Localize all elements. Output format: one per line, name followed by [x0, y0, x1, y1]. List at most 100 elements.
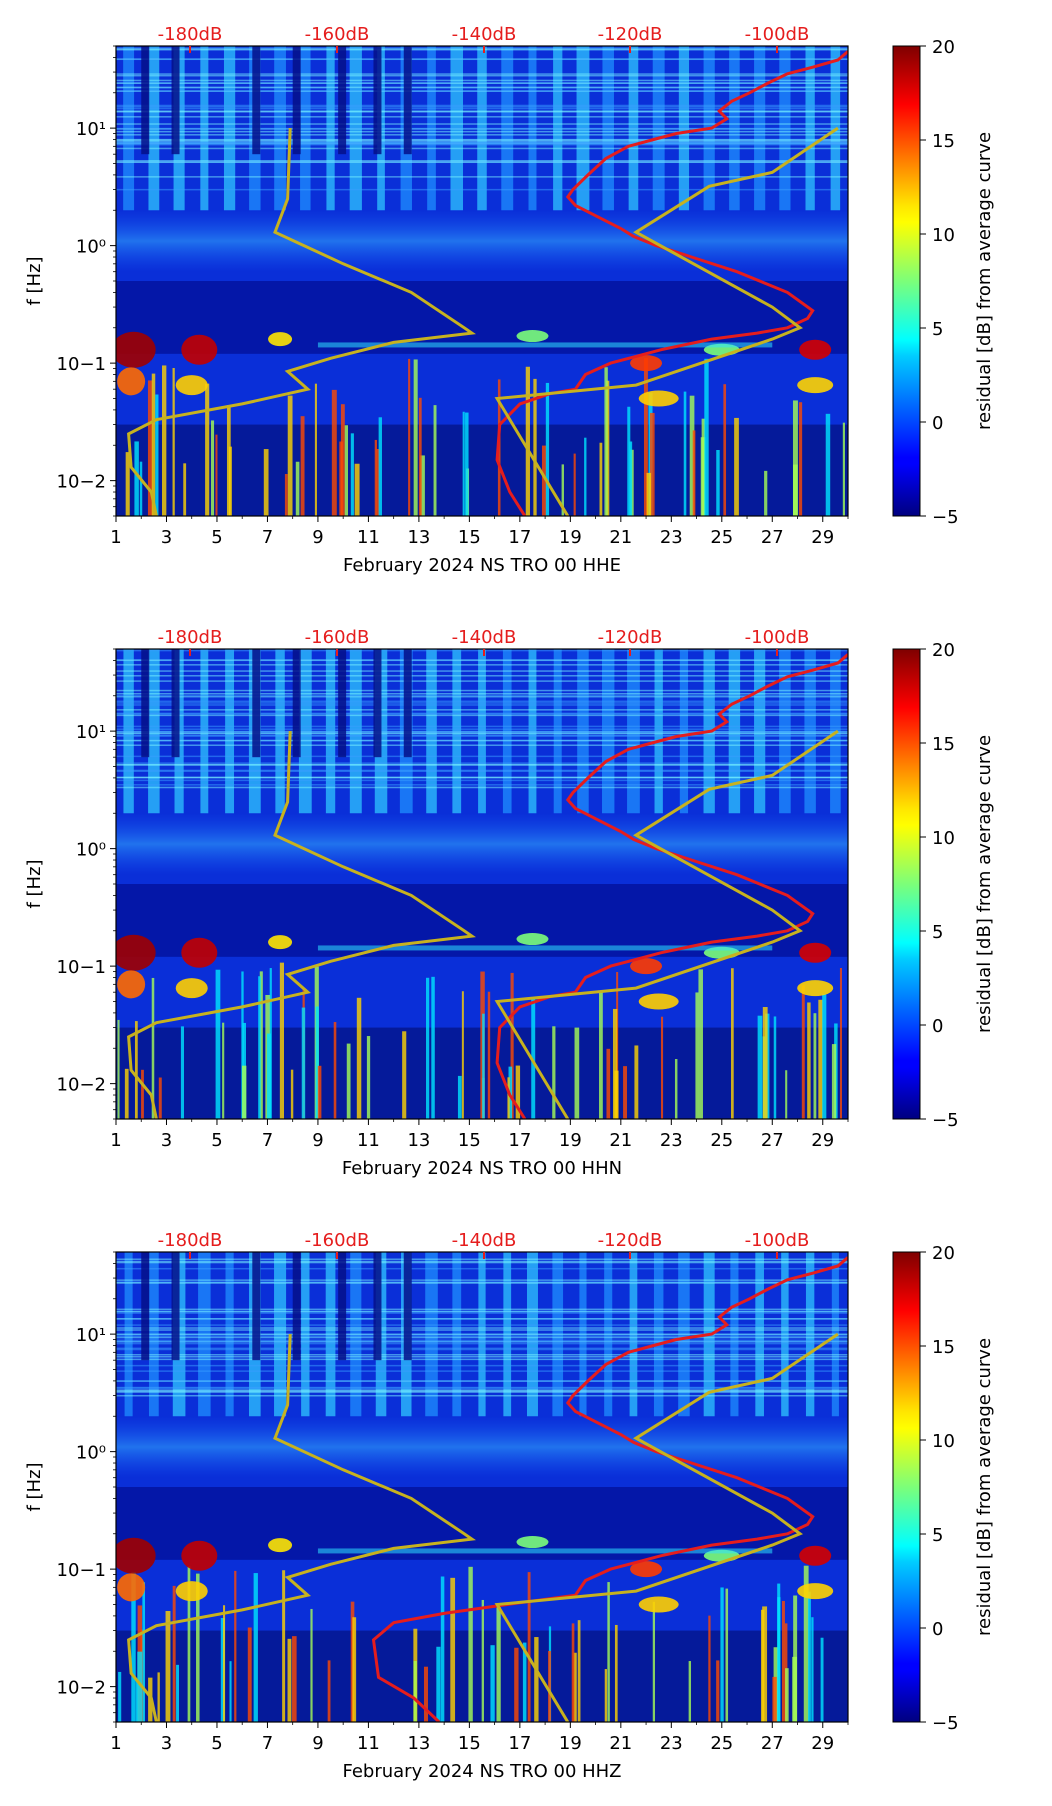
hf-line: [116, 764, 848, 766]
quiet-gap: [141, 649, 150, 758]
transient-streak: [183, 463, 187, 516]
hf-line: [116, 111, 848, 113]
hf-line: [116, 730, 848, 733]
transient-streak: [180, 1026, 185, 1119]
transient-streak: [822, 994, 827, 1119]
hf-line: [116, 1333, 848, 1335]
y-axis-label: f [Hz]: [24, 256, 45, 305]
db-tick-label: -140dB: [452, 627, 517, 648]
energy-blob: [181, 937, 218, 968]
transient-streak: [295, 461, 300, 516]
quiet-gap: [403, 1252, 412, 1361]
transient-streak: [162, 365, 167, 516]
transient-streak: [541, 445, 547, 516]
colorbar-tick-label: 0: [932, 1619, 943, 1640]
hf-line: [116, 700, 848, 703]
energy-blob: [117, 367, 146, 396]
transient-streak: [215, 969, 221, 1119]
hf-line: [116, 1318, 848, 1320]
transient-streak: [117, 1019, 120, 1119]
hf-line: [116, 1391, 848, 1393]
transient-streak: [196, 1573, 200, 1722]
transient-streak: [839, 968, 842, 1119]
transient-streak: [818, 999, 823, 1119]
db-tick-label: -180dB: [158, 627, 223, 648]
hf-line: [116, 127, 848, 130]
hf-line: [116, 116, 848, 118]
transient-streak: [310, 1608, 313, 1722]
hf-line: [116, 79, 848, 82]
transient-streak: [599, 990, 603, 1119]
transient-streak: [172, 1585, 176, 1722]
colorbar-tick-label: 10: [932, 1431, 955, 1452]
transient-streak: [134, 1021, 138, 1119]
spectrogram-microseism-band: [116, 1416, 848, 1478]
transient-streak: [510, 972, 514, 1119]
spectrogram-microseism-band: [116, 210, 848, 272]
transient-streak: [772, 1676, 777, 1722]
colorbar-label: residual [dB] from average curve: [974, 735, 995, 1033]
x-tick-label: 9: [312, 1130, 323, 1151]
transient-streak: [418, 397, 422, 516]
transient-streak: [811, 1617, 814, 1722]
transient-streak: [773, 1016, 777, 1119]
hf-line: [116, 134, 848, 136]
x-tick-label: 21: [609, 527, 632, 548]
y-tick-label: 10−2: [57, 1678, 106, 1699]
transient-streak: [803, 1565, 809, 1722]
transient-streak: [350, 433, 354, 516]
quiet-gap: [171, 1252, 180, 1361]
hf-line: [116, 670, 848, 672]
transient-streak: [688, 1661, 692, 1722]
transient-streak: [457, 1075, 462, 1119]
energy-blob: [797, 377, 834, 394]
transient-streak: [683, 391, 687, 516]
secondary-microseism-line: [317, 342, 773, 348]
quiet-gap: [338, 46, 347, 155]
hf-line: [116, 90, 848, 92]
transient-streak: [785, 1668, 789, 1722]
x-tick-label: 1: [110, 527, 121, 548]
transient-streak: [314, 383, 317, 516]
db-tick-label: -120dB: [598, 1230, 663, 1251]
transient-streak: [462, 411, 465, 516]
transient-streak: [461, 991, 464, 1119]
hf-line: [116, 786, 848, 789]
quiet-gap: [338, 1252, 347, 1361]
transient-streak: [820, 1637, 824, 1722]
transient-streak: [247, 1627, 252, 1722]
hf-line: [116, 1390, 848, 1392]
colorbar-tick-label: 20: [932, 1243, 955, 1264]
transient-streak: [423, 1666, 428, 1722]
transient-streak: [147, 380, 153, 516]
energy-blob: [116, 331, 156, 368]
x-tick-label: 11: [357, 1130, 380, 1151]
energy-blob: [175, 375, 208, 396]
transient-streak: [573, 1652, 577, 1722]
x-tick-label: 3: [161, 1733, 172, 1754]
quiet-gap: [171, 649, 180, 758]
transient-streak: [263, 449, 269, 516]
transient-streak: [842, 422, 845, 516]
hf-line: [116, 744, 848, 746]
hf-line: [116, 769, 848, 772]
x-tick-label: 5: [211, 527, 222, 548]
x-tick-label: 17: [508, 527, 531, 548]
quiet-gap: [373, 649, 382, 758]
colorbar-tick-label: 15: [932, 1337, 955, 1358]
transient-streak: [507, 1077, 510, 1119]
transient-streak: [229, 1661, 232, 1722]
quiet-gap: [403, 46, 412, 155]
y-tick-label: 10−2: [57, 472, 106, 493]
hf-line: [116, 692, 848, 695]
transient-streak: [317, 1065, 322, 1119]
db-tick-label: -120dB: [598, 24, 663, 45]
transient-streak: [534, 1637, 539, 1722]
hf-line: [116, 123, 848, 125]
transient-streak: [533, 378, 537, 516]
transient-streak: [487, 991, 491, 1119]
transient-streak: [172, 368, 175, 516]
transient-streak: [643, 358, 648, 516]
hf-line: [116, 143, 848, 145]
transient-streak: [137, 1651, 143, 1722]
